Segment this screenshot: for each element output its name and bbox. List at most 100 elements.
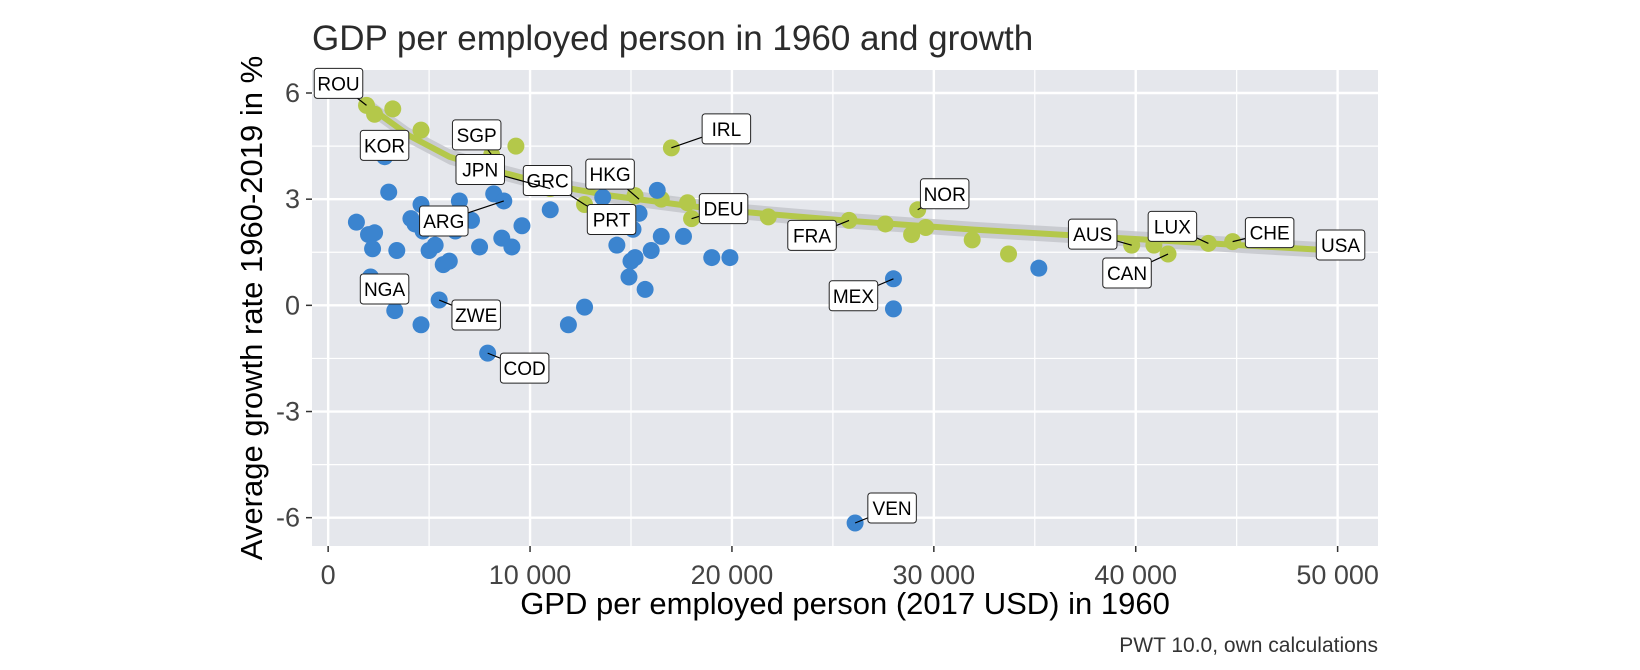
label-text: PRT <box>593 210 631 231</box>
label-box <box>787 219 837 251</box>
label-box <box>522 164 573 196</box>
point-label: KOR <box>359 129 410 161</box>
point-other <box>380 183 398 201</box>
point-label: CAN <box>1102 253 1169 289</box>
point-other <box>559 316 577 334</box>
point-other <box>366 224 384 242</box>
point-label: COD <box>487 352 550 384</box>
y-tick-label: -3 <box>276 397 300 427</box>
label-text: DEU <box>703 200 743 221</box>
y-tick-label: 3 <box>285 184 300 214</box>
point-label: GRC <box>522 164 585 205</box>
point-other <box>1030 259 1048 277</box>
point-other <box>608 236 626 254</box>
label-text: GRC <box>526 171 568 192</box>
point-label: AUS <box>1067 218 1132 250</box>
point-label: JPN <box>455 154 551 190</box>
x-tick-label: 20 000 <box>691 560 774 590</box>
point-other <box>347 213 365 231</box>
point-label: ARG <box>419 200 504 237</box>
label-text: CHE <box>1250 224 1290 245</box>
point-labels-layer: ROU KOR SGP IRL GRC HKG JPN DEU PRT ARG NGA ZWE COD N… <box>313 67 1366 524</box>
label-text: MEX <box>833 287 875 308</box>
point-label: NGA <box>359 273 410 305</box>
point-frontier <box>412 121 430 139</box>
point-other <box>884 300 902 318</box>
point-other <box>541 201 559 219</box>
label-box <box>499 352 550 384</box>
y-axis-ticks: -6 -3 0 3 6 <box>276 78 312 533</box>
label-text: KOR <box>364 136 405 157</box>
x-tick-label: 10 000 <box>489 560 572 590</box>
point-other <box>440 252 458 270</box>
point-other <box>450 192 468 210</box>
point-label: SGP <box>451 119 502 156</box>
point-frontier <box>917 218 935 236</box>
point-label: USA <box>1315 229 1366 261</box>
point-frontier <box>1000 245 1018 263</box>
label-box <box>701 113 752 145</box>
point-frontier <box>963 231 981 249</box>
point-label: LUX <box>1147 210 1209 244</box>
point-frontier <box>759 208 777 226</box>
point-label: IRL <box>671 113 752 149</box>
label-text: ROU <box>317 74 359 95</box>
point-other <box>620 268 638 286</box>
label-text: NOR <box>924 185 966 206</box>
y-tick-label: -6 <box>276 503 300 533</box>
point-other <box>674 227 692 245</box>
label-box <box>1067 218 1118 250</box>
y-tick-label: 0 <box>285 290 300 320</box>
label-box <box>919 178 970 210</box>
point-other <box>503 238 521 256</box>
point-other <box>513 217 531 235</box>
label-box <box>585 158 635 190</box>
label-text: USA <box>1321 236 1360 257</box>
y-axis-title: Average growth rate 1960-2019 in % <box>234 56 269 560</box>
point-label: HKG <box>585 158 640 200</box>
point-frontier <box>679 194 697 212</box>
x-tick-label: 30 000 <box>893 560 976 590</box>
point-frontier <box>876 215 894 233</box>
label-text: JPN <box>462 161 498 182</box>
chart-title: GDP per employed person in 1960 and grow… <box>312 19 1033 58</box>
chart-caption: PWT 10.0, own calculations <box>1119 634 1378 657</box>
label-box <box>1244 217 1295 249</box>
label-box <box>419 205 469 237</box>
label-box <box>1315 229 1366 261</box>
point-other <box>471 238 489 256</box>
point-frontier <box>384 100 402 118</box>
label-box <box>1147 210 1198 242</box>
point-label: PRT <box>584 203 637 235</box>
point-other <box>652 227 670 245</box>
x-axis-title: GPD per employed person (2017 USD) in 19… <box>520 586 1170 621</box>
x-tick-label: 40 000 <box>1094 560 1177 590</box>
label-box <box>359 129 410 161</box>
label-box <box>698 193 749 225</box>
label-text: HKG <box>589 165 630 186</box>
point-other <box>648 181 666 199</box>
point-label: FRA <box>787 219 850 251</box>
point-label: ZWE <box>438 299 501 331</box>
label-box <box>455 154 505 186</box>
points-layer <box>347 96 1339 532</box>
point-other <box>703 249 721 267</box>
label-box <box>451 299 501 331</box>
label-box <box>1102 257 1152 289</box>
point-label: DEU <box>691 193 749 225</box>
point-frontier <box>903 226 921 244</box>
point-label: NOR <box>917 178 970 211</box>
x-axis-ticks: 0 10 000 20 000 30 000 40 000 50 000 <box>321 546 1379 590</box>
label-text: SGP <box>457 126 497 147</box>
point-frontier <box>507 137 525 155</box>
label-text: AUS <box>1073 225 1112 246</box>
point-other <box>721 249 739 267</box>
label-box <box>867 492 917 524</box>
x-tick-label: 50 000 <box>1296 560 1379 590</box>
point-other <box>412 316 430 334</box>
point-frontier <box>366 105 384 123</box>
point-other <box>426 236 444 254</box>
point-label: MEX <box>828 278 894 312</box>
label-text: FRA <box>793 226 831 247</box>
